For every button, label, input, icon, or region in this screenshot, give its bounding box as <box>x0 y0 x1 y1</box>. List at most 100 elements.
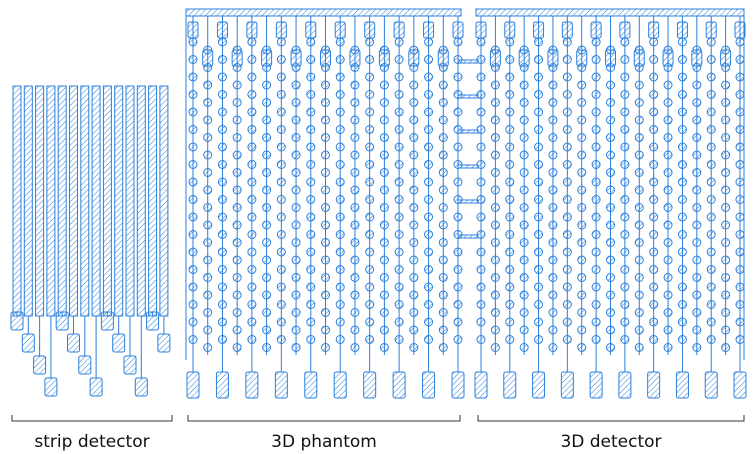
electrode <box>322 151 330 159</box>
electrode <box>678 73 686 81</box>
electrode <box>477 143 485 151</box>
electrode <box>578 256 586 264</box>
electrode <box>218 73 226 81</box>
bottom-pad <box>648 372 660 398</box>
electrode <box>607 134 615 142</box>
electrode <box>218 301 226 309</box>
electrode <box>277 336 285 344</box>
electrode <box>650 56 658 64</box>
electrode <box>395 178 403 186</box>
electrode <box>410 64 418 72</box>
electrode <box>549 291 557 299</box>
electrode <box>621 178 629 186</box>
electrode <box>380 291 388 299</box>
electrode <box>351 116 359 124</box>
electrode <box>336 231 344 239</box>
electrode <box>549 186 557 194</box>
electrode <box>366 91 374 99</box>
electrode <box>204 239 212 247</box>
top-pad <box>453 22 463 38</box>
electrode <box>336 143 344 151</box>
electrode <box>425 161 433 169</box>
electrode <box>549 151 557 159</box>
electrode <box>736 196 744 204</box>
electrode <box>592 318 600 326</box>
electrode <box>650 266 658 274</box>
electrode <box>248 56 256 64</box>
electrode <box>621 126 629 134</box>
electrode <box>621 301 629 309</box>
electrode <box>491 309 499 317</box>
electrode <box>736 108 744 116</box>
electrode <box>380 186 388 194</box>
electrode <box>506 108 514 116</box>
electrode <box>277 56 285 64</box>
strip <box>160 86 168 316</box>
top-pad <box>276 22 286 38</box>
electrode <box>233 309 241 317</box>
electrode <box>292 291 300 299</box>
electrode <box>277 231 285 239</box>
electrode <box>410 221 418 229</box>
electrode <box>736 143 744 151</box>
electrode <box>722 326 730 334</box>
electrode <box>322 256 330 264</box>
electrode <box>607 309 615 317</box>
electrode <box>664 274 672 282</box>
electrode <box>578 64 586 72</box>
electrode <box>549 309 557 317</box>
electrode <box>707 248 715 256</box>
strip <box>92 86 100 316</box>
electrode <box>621 213 629 221</box>
electrode <box>218 231 226 239</box>
electrode <box>722 256 730 264</box>
bridge <box>458 165 478 168</box>
electrode <box>263 134 271 142</box>
electrode <box>535 196 543 204</box>
electrode <box>189 56 197 64</box>
electrode <box>578 221 586 229</box>
bus <box>186 9 461 16</box>
electrode <box>563 73 571 81</box>
electrode <box>322 81 330 89</box>
electrode <box>189 213 197 221</box>
electrode <box>307 178 315 186</box>
electrode <box>477 266 485 274</box>
electrode <box>336 56 344 64</box>
electrode <box>425 38 433 46</box>
electrode <box>425 301 433 309</box>
electrode <box>292 326 300 334</box>
bottom-pad <box>364 372 376 398</box>
electrode <box>204 256 212 264</box>
electrode <box>307 161 315 169</box>
electrode <box>322 274 330 282</box>
electrode <box>549 46 557 54</box>
electrode <box>707 266 715 274</box>
electrode <box>218 161 226 169</box>
electrode <box>204 221 212 229</box>
electrode <box>263 221 271 229</box>
electrode <box>607 256 615 264</box>
electrode <box>664 134 672 142</box>
electrode <box>520 274 528 282</box>
electrode <box>664 291 672 299</box>
electrode <box>678 283 686 291</box>
electrode <box>491 46 499 54</box>
electrode <box>322 64 330 72</box>
electrode <box>607 239 615 247</box>
electrode <box>563 38 571 46</box>
electrode <box>664 204 672 212</box>
electrode <box>366 161 374 169</box>
electrode <box>292 344 300 352</box>
electrode <box>563 318 571 326</box>
section-label: 3D phantom <box>271 432 377 452</box>
electrode <box>366 178 374 186</box>
strip <box>36 86 44 316</box>
top-pad <box>365 22 375 38</box>
electrode <box>307 248 315 256</box>
electrode <box>707 38 715 46</box>
electrode <box>380 64 388 72</box>
electrode <box>607 81 615 89</box>
electrode <box>336 318 344 326</box>
electrode <box>722 344 730 352</box>
